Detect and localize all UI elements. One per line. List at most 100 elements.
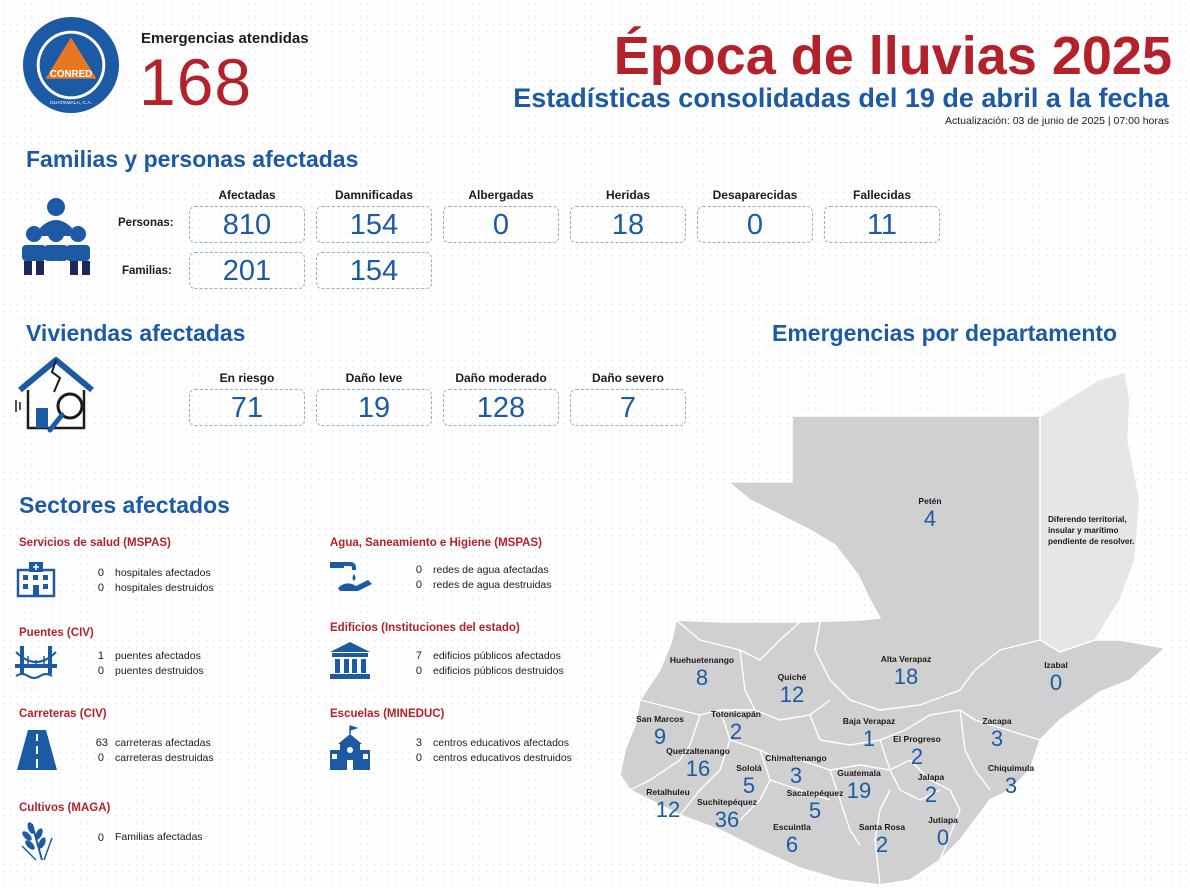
- dept-name: Sololá: [736, 763, 762, 773]
- dept-value: 3: [990, 726, 1004, 751]
- personas-fallecidas-value: 11: [824, 206, 940, 243]
- dept-value: 2: [729, 719, 743, 744]
- sector-puentes-title: Puentes (CIV): [19, 627, 94, 639]
- escuelas-destruidos-text: centros educativos destruidos: [433, 752, 572, 764]
- dept-name: Izabal: [1044, 660, 1068, 670]
- dept-value: 2: [875, 832, 889, 857]
- dept-value: 0: [936, 825, 950, 850]
- dept-name: Retalhuleu: [646, 787, 690, 797]
- salud-afectados-text: hospitales afectados: [115, 567, 211, 579]
- school-icon: [330, 725, 370, 770]
- familias-damnificadas-value: 154: [316, 252, 432, 289]
- guatemala-map: [619, 371, 1167, 886]
- dept-name: Petén: [918, 496, 942, 506]
- personas-label: Personas:: [118, 217, 174, 229]
- viviendas-dano-moderado-value: 128: [443, 389, 559, 426]
- country-shape: [619, 415, 1167, 886]
- page-title: Época de lluvias 2025: [613, 26, 1172, 86]
- sector-edificios-title: Edificios (Instituciones del estado): [330, 622, 520, 634]
- col-dano-moderado: Daño moderado: [455, 371, 547, 385]
- dept-suchitepequez: Suchitepéquez 36: [682, 797, 772, 831]
- dept-el-progreso: El Progreso 2: [872, 734, 962, 768]
- col-fallecidas: Fallecidas: [852, 188, 912, 202]
- carreteras-destruidas-num: 0: [97, 752, 104, 764]
- col-damnificadas: Damnificadas: [334, 188, 414, 202]
- dept-name: Jalapa: [917, 772, 945, 782]
- dept-zacapa: Zacapa 3: [952, 716, 1042, 750]
- familias-section-title: Familias y personas afectadas: [26, 146, 359, 172]
- disputed-territory-shape: [1037, 371, 1141, 653]
- page-subtitle: Estadísticas consolidadas del 19 de abri…: [513, 83, 1169, 113]
- bridge-icon: [15, 646, 57, 679]
- dept-peten: Petén 4: [885, 496, 975, 530]
- road-icon: [17, 730, 57, 770]
- dept-name: Chiquimula: [987, 763, 1035, 773]
- hospital-icon: [16, 562, 56, 598]
- dept-name: Huehuetenango: [669, 655, 735, 665]
- puentes-afectados-text: puentes afectados: [115, 650, 201, 662]
- dept-value: 8: [695, 665, 709, 690]
- agua-destruidas-num: 0: [415, 579, 422, 591]
- salud-destruidos-text: hospitales destruidos: [115, 582, 214, 594]
- personas-damnificadas-value: 154: [316, 206, 432, 243]
- sector-cultivos-title: Cultivos (MAGA): [19, 802, 111, 814]
- dept-value: 12: [655, 797, 681, 822]
- government-building-icon: [330, 642, 370, 679]
- cultivos-familias-text: Familias afectadas: [115, 831, 203, 843]
- col-dano-leve: Daño leve: [345, 371, 403, 385]
- escuelas-afectados-num: 3: [415, 737, 422, 749]
- puentes-destruidos-text: puentes destruidos: [115, 665, 204, 677]
- dept-value: 5: [742, 773, 756, 798]
- water-tap-icon: [330, 562, 372, 591]
- dept-name: Jutiapa: [928, 815, 958, 825]
- edificios-destruidos-text: edificios públicos destruidos: [433, 665, 564, 677]
- conred-logo: CONRED GUATEMALA, C.A.: [22, 16, 120, 114]
- dept-name: Totonicapán: [711, 709, 761, 719]
- dept-name: Baja Verapaz: [842, 716, 896, 726]
- personas-heridas-value: 18: [570, 206, 686, 243]
- agua-afectadas-num: 0: [415, 564, 422, 576]
- puentes-afectados-num: 1: [97, 650, 104, 662]
- sector-carreteras-title: Carreteras (CIV): [19, 708, 107, 720]
- edificios-afectados-num: 7: [415, 650, 422, 662]
- dept-jutiapa: Jutiapa 0: [898, 815, 988, 849]
- dept-retalhuleu: Retalhuleu 12: [623, 787, 713, 821]
- agua-afectadas-text: redes de agua afectadas: [433, 564, 549, 576]
- dept-value: 12: [779, 682, 805, 707]
- dept-name: Escuintla: [773, 822, 811, 832]
- dept-value: 2: [924, 782, 938, 807]
- puentes-destruidos-num: 0: [97, 665, 104, 677]
- personas-desaparecidas-value: 0: [697, 206, 813, 243]
- dept-jalapa: Jalapa 2: [886, 772, 976, 806]
- damaged-house-icon: [15, 357, 94, 433]
- carreteras-destruidas-text: carreteras destruidas: [115, 752, 214, 764]
- people-group-icon: [22, 198, 90, 275]
- dept-name: Zacapa: [982, 716, 1012, 726]
- dept-name: El Progreso: [893, 734, 941, 744]
- dept-alta-verapaz: Alta Verapaz 18: [861, 654, 951, 688]
- dept-value: 1: [862, 726, 876, 751]
- dept-value: 19: [846, 778, 872, 803]
- dept-chimaltenango: Chimaltenango 3: [751, 753, 841, 787]
- edificios-afectados-text: edificios públicos afectados: [433, 650, 561, 662]
- dept-izabal: Izabal 0: [1011, 660, 1101, 694]
- mapa-section-title: Emergencias por departamento: [772, 320, 1118, 346]
- dept-value: 36: [714, 807, 740, 832]
- sector-agua-title: Agua, Saneamiento e Higiene (MSPAS): [330, 537, 542, 549]
- dept-value: 3: [789, 763, 803, 788]
- col-afectadas: Afectadas: [218, 188, 276, 202]
- dept-name: San Marcos: [636, 714, 684, 724]
- viviendas-dano-severo-value: 7: [570, 389, 686, 426]
- dept-quetzaltenango: Quetzaltenango 16: [653, 746, 743, 780]
- col-desaparecidas: Desaparecidas: [712, 188, 798, 202]
- familias-label: Familias:: [122, 265, 172, 277]
- logo-bottom-text: GUATEMALA, C.A.: [50, 100, 92, 106]
- dept-value: 3: [1004, 773, 1018, 798]
- col-albergadas: Albergadas: [468, 188, 534, 202]
- dept-name: Alta Verapaz: [880, 654, 932, 664]
- dept-sacatepequez: Sacatepéquez 5: [770, 788, 860, 822]
- escuelas-destruidos-num: 0: [415, 752, 422, 764]
- col-en-riesgo: En riesgo: [219, 371, 275, 385]
- viviendas-dano-leve-value: 19: [316, 389, 432, 426]
- dept-value: 18: [893, 664, 919, 689]
